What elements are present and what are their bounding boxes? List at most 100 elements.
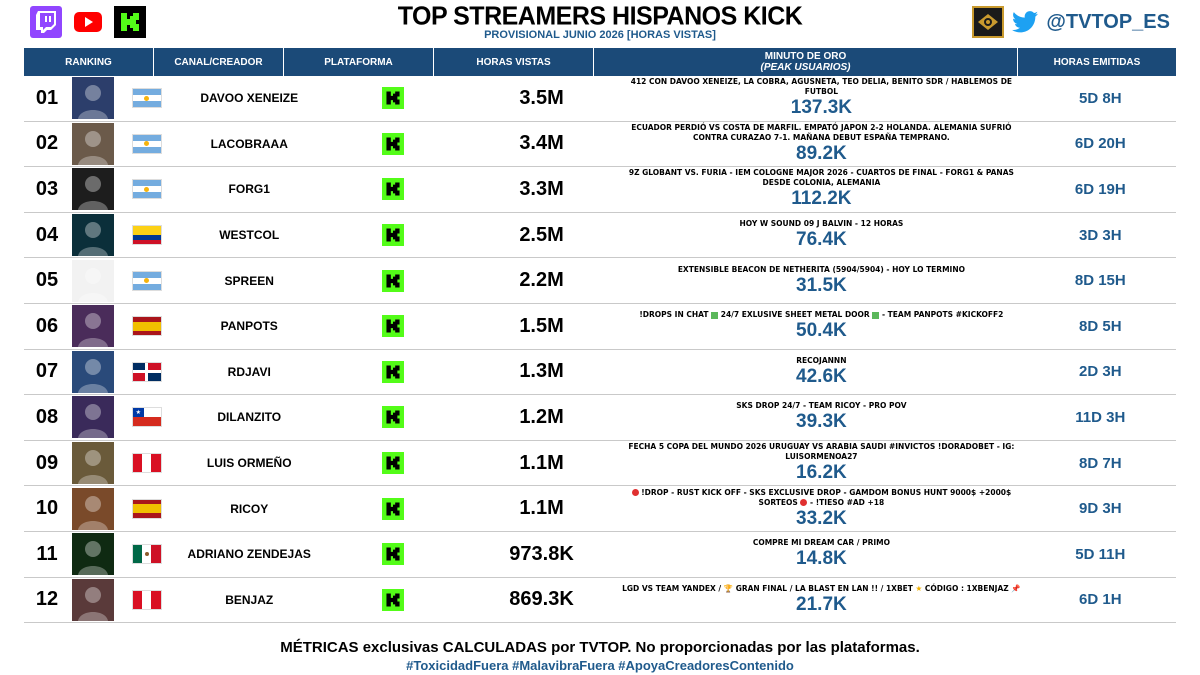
channel-name[interactable]: SPREEN [224, 273, 274, 288]
rank-number: 04 [35, 223, 59, 246]
hours-streamed: 2D 3H [1079, 363, 1122, 381]
avatar[interactable] [72, 214, 114, 257]
avatar[interactable] [72, 396, 114, 439]
avatar[interactable] [72, 578, 114, 621]
hours-streamed: 3D 3H [1079, 226, 1122, 244]
hours-watched: 1.5M [519, 314, 564, 337]
twitter-icon [1012, 11, 1039, 33]
star-icon: ★ [915, 583, 923, 593]
avatar[interactable] [72, 442, 114, 485]
channel-name[interactable]: FORG1 [228, 182, 270, 197]
avatar[interactable] [72, 350, 114, 393]
stream-title-part: - TEAM PANPOTS #KICKOFF2 [881, 310, 1004, 320]
country-flag-icon [131, 179, 162, 200]
stream-title: !DROP - RUST KICK OFF - SKS EXCLUSIVE DR… [618, 488, 1024, 508]
stream-title: LGD VS TEAM YANDEX / 🏆 GRAN FINAL / LA B… [622, 584, 1021, 594]
peak-users: 16.2K [796, 462, 847, 484]
col-canal: CANAL/CREADOR [154, 48, 284, 76]
channel-name[interactable]: RICOY [230, 501, 269, 516]
page-subtitle: PROVISIONAL JUNIO 2026 [HORAS VISTAS] [484, 29, 716, 41]
country-flag-icon [131, 133, 162, 154]
kick-icon [381, 452, 404, 475]
hours-streamed: 6D 20H [1074, 135, 1126, 153]
peak-cell: !DROPS IN CHAT 24/7 EXLUSIVE SHEET METAL… [618, 304, 1024, 349]
channel-name[interactable]: PANPOTS [220, 319, 278, 334]
hours-watched: 1.1M [519, 497, 564, 520]
stream-title-part: CÓDIGO : 1XBENJAZ [924, 583, 1009, 593]
stream-title-part: GRAN FINAL / LA BLAST EN LAN !! / 1XBET [735, 583, 913, 593]
country-flag-icon [131, 589, 162, 610]
stream-title-part: HOY W SOUND 09 J BALVIN - 12 HORAS [739, 219, 904, 229]
col-ranking: RANKING [24, 48, 154, 76]
kick-icon [381, 132, 404, 155]
peak-users: 112.2K [791, 188, 852, 210]
rank-number: 01 [35, 86, 59, 109]
kick-icon [381, 269, 404, 292]
brand-area: @TVTOP_ES [972, 6, 1170, 38]
hours-streamed: 8D 7H [1079, 454, 1122, 472]
hours-watched: 3.4M [519, 132, 564, 155]
country-flag-icon [131, 316, 162, 337]
country-flag-icon [131, 498, 162, 519]
stream-title-part: SKS DROP 24/7 - TEAM RICOY - PRO POV [736, 401, 907, 411]
hours-streamed: 5D 11H [1075, 545, 1126, 563]
red-circle-icon [631, 489, 639, 497]
country-flag-icon: ★ [131, 407, 162, 428]
channel-name[interactable]: LACOBRAAA [210, 136, 288, 151]
stream-title-part: FECHA 5 COPA DEL MUNDO 2026 URUGUAY VS A… [628, 442, 1015, 462]
stream-title: ECUADOR PERDIÓ VS COSTA DE MARFIL. EMPAT… [618, 123, 1024, 143]
platform-logos [30, 6, 146, 38]
stream-title-part: !DROPS IN CHAT [639, 310, 709, 320]
peak-users: 33.2K [796, 507, 847, 529]
peak-users: 89.2K [796, 142, 847, 164]
avatar[interactable] [72, 122, 114, 165]
rank-number: 06 [35, 314, 59, 337]
avatar[interactable] [72, 259, 114, 302]
stream-title-part: - !TIESO #AD +18 [810, 497, 885, 507]
channel-name[interactable]: WESTCOL [219, 228, 280, 243]
peak-cell: COMPRE MI DREAM CAR / PRIMO 14.8K [618, 532, 1024, 577]
table-row: 12 BENJAZ 869.3K LGD VS TEAM YANDEX / 🏆 … [24, 578, 1176, 624]
footer-hashtags: #ToxicidadFuera #MalavibraFuera #ApoyaCr… [406, 658, 794, 673]
hours-watched: 3.3M [519, 177, 564, 200]
channel-name[interactable]: RDJAVI [227, 364, 271, 379]
hours-watched: 869.3K [509, 588, 574, 611]
hours-watched: 1.1M [519, 451, 564, 474]
hours-streamed: 6D 1H [1079, 591, 1122, 609]
tvtop-logo [972, 6, 1005, 38]
stream-title-part: 24/7 EXLUSIVE SHEET METAL DOOR [720, 310, 870, 320]
stream-title: COMPRE MI DREAM CAR / PRIMO [753, 538, 890, 548]
stream-title: 9Z GLOBANT VS. FURIA - IEM COLOGNE MAJOR… [618, 168, 1024, 188]
channel-name[interactable]: DILANZITO [217, 410, 282, 425]
stream-title-part: ECUADOR PERDIÓ VS COSTA DE MARFIL. EMPAT… [631, 122, 1012, 142]
kick-icon [381, 543, 404, 566]
peak-cell: HOY W SOUND 09 J BALVIN - 12 HORAS 76.4K [618, 213, 1024, 258]
avatar[interactable] [72, 305, 114, 348]
col-minuto-oro-label: MINUTO DE ORO [764, 51, 847, 62]
avatar[interactable] [72, 77, 114, 120]
kick-icon [114, 6, 146, 38]
twitter-handle[interactable]: @TVTOP_ES [1046, 10, 1170, 33]
channel-name[interactable]: ADRIANO ZENDEJAS [187, 547, 311, 562]
page-title: TOP STREAMERS HISPANOS KICK [397, 1, 803, 31]
stream-title-part: 9Z GLOBANT VS. FURIA - IEM COLOGNE MAJOR… [628, 168, 1014, 188]
avatar[interactable] [72, 487, 114, 530]
peak-users: 21.7K [796, 593, 847, 615]
kick-icon [381, 315, 404, 338]
stream-title: RECOJANNN [796, 356, 846, 366]
hours-watched: 1.2M [519, 405, 564, 428]
stream-title: SKS DROP 24/7 - TEAM RICOY - PRO POV [736, 401, 906, 411]
channel-name[interactable]: LUIS ORMEÑO [206, 456, 292, 471]
channel-name[interactable]: DAVOO XENEIZE [200, 91, 299, 106]
kick-icon [381, 178, 404, 201]
channel-name[interactable]: BENJAZ [225, 592, 274, 607]
rank-number: 08 [35, 405, 59, 428]
avatar[interactable] [72, 168, 114, 211]
avatar[interactable] [72, 533, 114, 576]
peak-cell: LGD VS TEAM YANDEX / 🏆 GRAN FINAL / LA B… [618, 578, 1024, 623]
rank-number: 05 [35, 269, 59, 292]
peak-cell: 412 CON DAVOO XENEIZE, LA COBRA, AGUSNET… [618, 76, 1024, 121]
country-flag-icon [131, 544, 162, 565]
red-circle-icon [800, 499, 808, 507]
hours-watched: 1.3M [519, 360, 564, 383]
